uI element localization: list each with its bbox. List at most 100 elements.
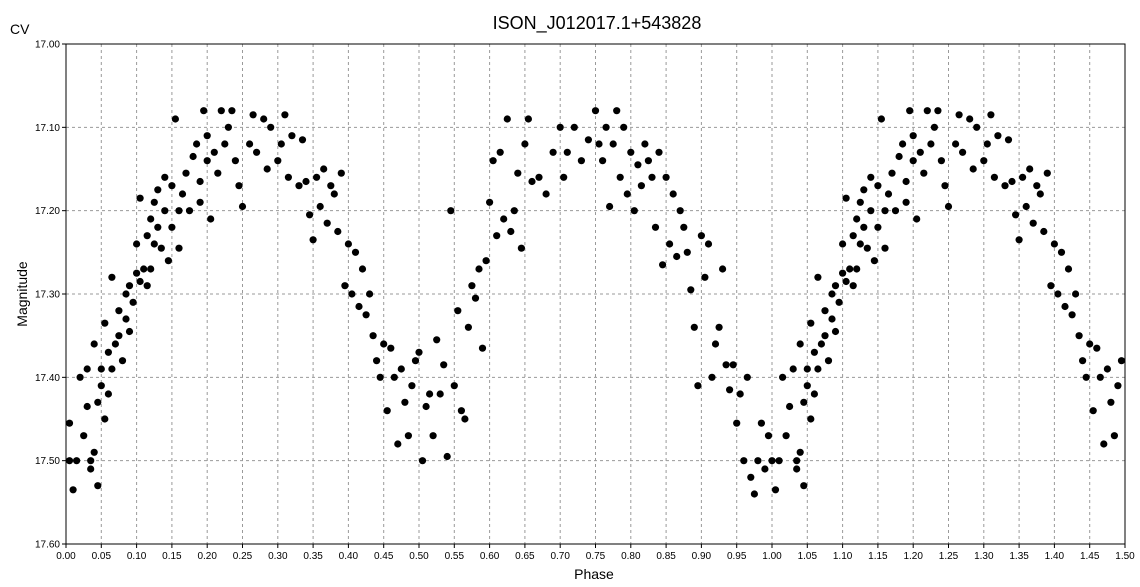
data-point bbox=[94, 398, 102, 406]
data-point bbox=[662, 173, 670, 181]
data-point bbox=[793, 465, 801, 473]
x-tick-label: 0.90 bbox=[692, 551, 712, 562]
data-point bbox=[320, 165, 328, 173]
x-tick-label: 0.45 bbox=[374, 551, 394, 562]
data-point bbox=[779, 373, 787, 381]
data-point bbox=[666, 240, 674, 248]
data-point bbox=[1026, 165, 1034, 173]
data-point bbox=[196, 177, 204, 186]
data-point bbox=[934, 107, 942, 115]
data-point bbox=[101, 319, 109, 327]
data-point bbox=[171, 115, 179, 123]
data-point bbox=[358, 265, 367, 273]
x-tick-label: 0.20 bbox=[197, 551, 217, 562]
data-point bbox=[1093, 344, 1101, 352]
data-point bbox=[828, 290, 836, 298]
data-point bbox=[733, 419, 741, 427]
data-point bbox=[807, 319, 815, 327]
data-point bbox=[111, 340, 119, 348]
data-point bbox=[521, 140, 529, 148]
data-point bbox=[97, 382, 105, 390]
y-tick-label: 17.60 bbox=[35, 540, 60, 551]
data-point bbox=[623, 190, 631, 198]
data-point bbox=[214, 169, 222, 177]
data-point bbox=[383, 407, 391, 415]
data-point bbox=[782, 432, 790, 440]
data-point bbox=[814, 365, 822, 373]
x-tick-label: 0.65 bbox=[515, 551, 535, 562]
data-point bbox=[1117, 357, 1126, 365]
data-point bbox=[757, 419, 766, 427]
data-point bbox=[683, 248, 691, 256]
data-point bbox=[154, 223, 162, 231]
data-point bbox=[154, 186, 162, 194]
x-tick-label: 1.20 bbox=[903, 551, 923, 562]
data-point bbox=[602, 123, 610, 131]
x-tick-label: 0.40 bbox=[339, 551, 359, 562]
y-axis-ticks: 17.00 17.10 17.20 17.30 17.40 17.50 17.60 bbox=[35, 40, 66, 551]
y-tick-label: 17.30 bbox=[35, 290, 60, 301]
data-point bbox=[136, 277, 144, 286]
data-point bbox=[644, 157, 653, 165]
y-tick-label: 17.10 bbox=[35, 123, 60, 134]
data-point bbox=[930, 123, 939, 131]
data-point bbox=[401, 398, 409, 406]
data-point bbox=[517, 244, 526, 252]
data-point bbox=[108, 365, 116, 373]
data-point bbox=[669, 190, 677, 198]
data-point bbox=[235, 182, 243, 190]
data-point bbox=[83, 402, 91, 411]
data-point bbox=[1047, 282, 1055, 290]
data-point bbox=[203, 157, 211, 165]
data-point bbox=[249, 111, 257, 119]
data-point bbox=[185, 207, 194, 215]
data-point bbox=[641, 140, 649, 148]
data-point bbox=[860, 186, 868, 194]
data-point bbox=[1082, 373, 1090, 381]
data-point bbox=[373, 357, 381, 365]
data-point bbox=[1089, 407, 1097, 415]
data-point bbox=[1057, 248, 1066, 256]
data-point bbox=[800, 398, 808, 406]
data-point bbox=[104, 390, 112, 398]
data-point bbox=[849, 282, 857, 290]
data-point bbox=[277, 140, 285, 148]
data-point bbox=[969, 165, 977, 173]
data-point bbox=[761, 465, 769, 473]
data-point bbox=[937, 157, 946, 165]
data-point bbox=[263, 165, 271, 173]
data-point bbox=[1040, 227, 1048, 236]
data-point bbox=[380, 340, 388, 348]
data-point bbox=[1072, 290, 1080, 298]
data-point bbox=[429, 432, 437, 440]
data-point bbox=[447, 207, 455, 215]
data-point bbox=[1033, 182, 1041, 190]
data-point bbox=[648, 173, 656, 181]
data-point bbox=[821, 332, 829, 340]
data-point bbox=[846, 265, 854, 273]
data-point bbox=[708, 373, 716, 381]
data-point bbox=[253, 148, 261, 156]
data-point bbox=[496, 148, 504, 156]
data-point bbox=[853, 265, 861, 273]
data-point bbox=[337, 169, 345, 177]
data-point bbox=[228, 107, 236, 115]
data-point bbox=[556, 123, 564, 131]
data-point bbox=[231, 157, 239, 165]
data-point bbox=[295, 182, 303, 190]
data-point bbox=[549, 148, 557, 156]
data-point bbox=[1050, 240, 1058, 248]
data-point bbox=[853, 215, 861, 223]
x-tick-label: 1.50 bbox=[1115, 551, 1135, 562]
data-point bbox=[867, 207, 875, 215]
data-point bbox=[831, 327, 840, 336]
data-point bbox=[796, 340, 804, 348]
data-point bbox=[404, 432, 412, 440]
x-tick-label: 1.10 bbox=[833, 551, 853, 562]
x-tick-label: 0.05 bbox=[92, 551, 112, 562]
data-point bbox=[284, 173, 292, 181]
data-point bbox=[411, 357, 420, 365]
data-point bbox=[443, 452, 451, 461]
data-point bbox=[366, 290, 374, 298]
